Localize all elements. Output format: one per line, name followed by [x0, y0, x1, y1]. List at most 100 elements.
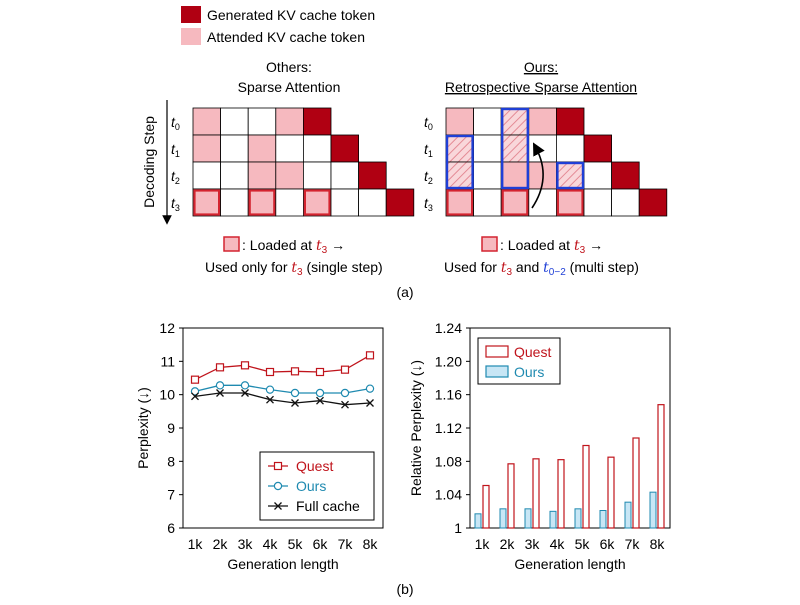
x-tick-label: 2k: [213, 536, 229, 552]
grid-cell-r3-c5: [330, 188, 360, 217]
grid-cell-r1-c0: [445, 134, 475, 163]
line-legend-item-1: Ours: [268, 478, 326, 494]
grid-cell-r2-c2: [247, 161, 277, 190]
grid-cell-r1-c5: [330, 134, 360, 163]
grid-cell-r3-c4: [302, 188, 332, 217]
line-legend-item-2: Full cache: [268, 498, 360, 514]
left-caption-line2: Used only for t3 (single step): [205, 259, 383, 278]
x-tick-label: 2k: [500, 536, 516, 552]
point-ours: [240, 381, 250, 390]
grid-cell-r2-c0: [192, 161, 222, 190]
x-tick-label: 7k: [625, 536, 641, 552]
x-tick-label: 6k: [600, 536, 616, 552]
grid-cell-r3-c7: [638, 188, 668, 217]
grid-cell-r0-c4: [302, 107, 332, 136]
legend-generated-swatch: [181, 6, 201, 23]
grid-cell-r0-c2: [247, 107, 277, 136]
relative-perplexity-bar-chart: 1 1.04 1.08 1.12 1.16 1.20 1.24 1k 2k 3k 4k 5k 6k 7k 8…: [408, 320, 671, 572]
y-tick-label: 8: [167, 453, 175, 469]
bar-quest: [507, 463, 515, 529]
y-tick-label: 1.24: [435, 320, 462, 336]
bar-ours: [599, 510, 607, 529]
left-attention-grid: [192, 107, 415, 217]
y-tick-label: 6: [167, 520, 175, 536]
grid-cell-r3-c7: [385, 188, 415, 217]
right-row-labels: t0 t1 t2 t3: [424, 114, 433, 213]
grid-cell-r3-c0: [445, 188, 475, 217]
x-tick-label: 6k: [313, 536, 329, 552]
x-tick-label: 5k: [575, 536, 591, 552]
grid-cell-r1-c0: [192, 134, 222, 163]
grid-cell-r3-c6: [611, 188, 640, 217]
point-full-cache: [216, 389, 224, 397]
grid-cell-r1-c4: [556, 134, 585, 163]
right-caption: : Loaded at t3 → Used for t3 and t0−2 (mu…: [444, 236, 639, 278]
x-tick-label: 3k: [525, 536, 541, 552]
row-label-t3: t3: [424, 195, 433, 213]
point-quest: [290, 367, 300, 376]
grid-cell-r0-c4: [556, 107, 585, 136]
grid-cell-r2-c1: [473, 161, 502, 190]
point-ours: [265, 385, 275, 394]
grid-cell-r0-c0: [445, 107, 475, 136]
loaded-cell-outline: [446, 189, 474, 216]
row-label-t0: t0: [424, 114, 433, 132]
point-quest: [265, 367, 275, 377]
grid-cell-r1-c4: [302, 134, 332, 163]
grid-cell-r3-c1: [220, 188, 249, 217]
right-caption-swatch: [481, 236, 498, 252]
reuse-outline-0: [501, 107, 530, 190]
series-line-2: [194, 392, 371, 406]
bar-quest: [657, 404, 665, 529]
x-tick-label: 4k: [263, 536, 279, 552]
series-line-0: [194, 354, 371, 381]
perplexity-line-chart: 6 7 8 9 10 11 12 1k 2k 3k 4k 5k 6k 7k 8k Generation len…: [135, 320, 384, 572]
point-quest: [315, 367, 325, 377]
point-ours: [365, 384, 375, 393]
grid-cell-r2-c0: [445, 161, 475, 190]
grid-cell-r3-c3: [275, 188, 304, 217]
x-tick-label: 7k: [338, 536, 354, 552]
grid-cell-r0-c3: [275, 107, 304, 136]
x-tick-label: 8k: [650, 536, 666, 552]
right-attention-grid: [445, 107, 668, 217]
point-full-cache: [316, 396, 324, 405]
grid-cell-r2-c6: [611, 161, 640, 190]
grid-cell-r2-c4: [302, 161, 332, 190]
grid-cell-r1-c1: [473, 134, 502, 163]
grid-cell-r3-c6: [358, 188, 387, 217]
bar-legend-label: Ours: [514, 364, 544, 380]
reuse-outline-1: [445, 134, 474, 190]
grid-cell-r0-c0: [192, 107, 222, 136]
point-full-cache: [366, 399, 374, 407]
bar-legend-item-1: Ours: [485, 364, 544, 380]
grid-cell-r3-c3: [528, 188, 557, 217]
bar-legend-label: Quest: [514, 344, 551, 360]
point-full-cache: [241, 389, 249, 397]
point-ours: [315, 388, 325, 398]
retrospective-arrow: [531, 142, 545, 209]
legend-generated-label: Generated KV cache token: [207, 7, 375, 23]
bar-ours: [624, 501, 632, 529]
point-quest: [240, 361, 250, 370]
grid-cell-r2-c5: [583, 161, 613, 190]
line-legend-label: Ours: [296, 478, 326, 494]
grid-cell-r3-c0: [192, 188, 222, 217]
grid-cell-r1-c2: [500, 134, 530, 163]
y-tick-label: 12: [159, 320, 175, 336]
left-caption: : Loaded at t3 → Used only for t3 (single…: [205, 236, 383, 278]
bar-quest: [632, 437, 640, 529]
left-row-labels: t0 t1 t2 t3: [171, 114, 180, 213]
y-tick-label: 1.20: [435, 353, 462, 369]
loaded-cell-outline: [501, 189, 529, 216]
bar-ours: [499, 508, 507, 529]
reuse-outline-2: [556, 161, 585, 190]
point-full-cache: [191, 392, 199, 401]
loaded-cell-outline: [193, 189, 221, 216]
bar-ours: [524, 508, 532, 529]
grid-cell-r2-c4: [556, 161, 585, 190]
y-tick-label: 1.04: [435, 487, 462, 503]
bar-legend-item-0: Quest: [485, 344, 551, 360]
